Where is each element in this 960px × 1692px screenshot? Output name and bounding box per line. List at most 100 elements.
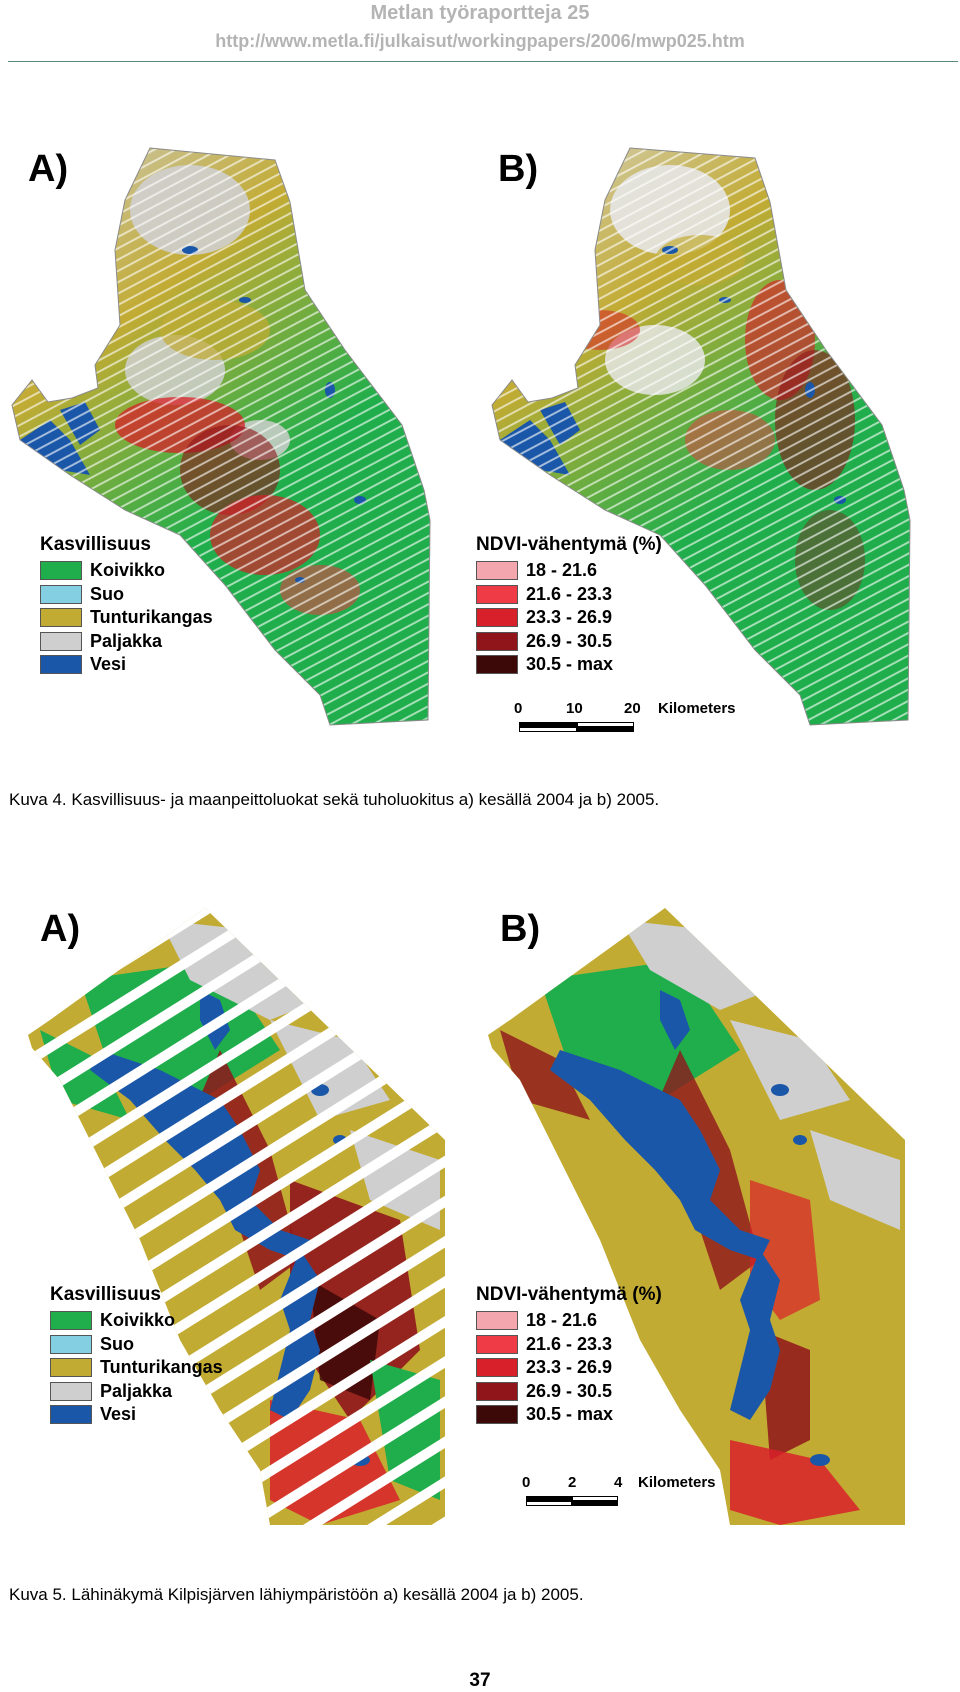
- legend-swatch: [476, 608, 518, 628]
- legend-label: 26.9 - 30.5: [526, 1380, 613, 1401]
- legend-label: Tunturikangas: [100, 1357, 223, 1378]
- legend-swatch: [476, 561, 518, 581]
- legend-swatch: [476, 584, 518, 604]
- legend-label: 23.3 - 26.9: [526, 1357, 613, 1378]
- legend-label: Suo: [90, 583, 124, 604]
- legend-label: 18 - 21.6: [526, 560, 598, 581]
- scale-tick-label: 0: [522, 1474, 531, 1491]
- legend-swatch: [476, 631, 518, 651]
- legend-swatch: [50, 1334, 92, 1354]
- legend-swatch: [50, 1311, 92, 1331]
- legend-swatch: [50, 1358, 92, 1378]
- legend-label: Koivikko: [100, 1310, 176, 1331]
- legend-item-ndvi-5: 30.5 - max: [476, 653, 662, 677]
- legend-swatch: [476, 1405, 518, 1425]
- legend-swatch: [50, 1405, 92, 1425]
- scale-tick-label: 10: [566, 700, 583, 717]
- scale-tick-label: 4: [614, 1474, 623, 1491]
- scale-tick-label: 0: [514, 700, 523, 717]
- legend-item-ndvi-2: 21.6 - 23.3: [476, 583, 662, 607]
- scale-tick-label: 20: [624, 700, 641, 717]
- legend-item-vesi: Vesi: [40, 653, 213, 677]
- legend-title: Kasvillisuus: [40, 534, 151, 555]
- legend-swatch: [476, 655, 518, 675]
- scale-segment-empty: [526, 1501, 572, 1506]
- legend-label: Koivikko: [90, 560, 166, 581]
- scale-unit: Kilometers: [658, 700, 736, 717]
- legend-label: 30.5 - max: [526, 1404, 614, 1425]
- figure5-caption: Kuva 5. Lähinäkymä Kilpisjärven lähiympä…: [9, 1585, 584, 1604]
- legend-item-suo: Suo: [40, 583, 213, 607]
- page-number: 37: [469, 1670, 491, 1691]
- scale-segment-empty: [577, 722, 634, 727]
- fig4-vegetation-map-2004: [11, 147, 431, 726]
- legend-item-paljakka: Paljakka: [50, 1380, 223, 1404]
- legend-label: Paljakka: [100, 1380, 173, 1401]
- legend-swatch: [476, 1334, 518, 1354]
- scale-unit: Kilometers: [638, 1474, 716, 1491]
- legend-label: 18 - 21.6: [526, 1310, 598, 1331]
- scale-segment-filled: [572, 1501, 618, 1506]
- legend-swatch: [40, 655, 82, 675]
- legend-item-paljakka: Paljakka: [40, 630, 213, 654]
- legend-swatch: [50, 1381, 92, 1401]
- fig5-panel-a-label: A): [40, 908, 81, 950]
- report-series-title: Metlan työraportteja 25: [370, 2, 590, 24]
- legend-item-ndvi-2: 21.6 - 23.3: [476, 1333, 662, 1357]
- scale-tick-label: 2: [568, 1474, 577, 1491]
- legend-swatch: [40, 631, 82, 651]
- header-divider: [8, 61, 958, 62]
- legend-swatch: [476, 1311, 518, 1331]
- legend-item-suo: Suo: [50, 1333, 223, 1357]
- legend-item-ndvi-1: 18 - 21.6: [476, 1309, 662, 1333]
- fig4-scale-bar: 0 10 20 Kilometers: [510, 700, 770, 740]
- legend-item-ndvi-3: 23.3 - 26.9: [476, 606, 662, 630]
- fig5-ndvi-damage-map-2005: [488, 908, 905, 1525]
- legend-label: 26.9 - 30.5: [526, 630, 613, 651]
- fig5-vegetation-legend: Kasvillisuus Koivikko Suo Tunturikangas …: [50, 1284, 223, 1427]
- fig4-ndvi-damage-map-2005: [491, 147, 911, 726]
- legend-title: Kasvillisuus: [50, 1284, 161, 1305]
- legend-item-koivikko: Koivikko: [40, 559, 213, 583]
- fig4-panel-a-label: A): [28, 148, 69, 190]
- legend-item-vesi: Vesi: [50, 1403, 223, 1427]
- legend-item-tunturikangas: Tunturikangas: [50, 1356, 223, 1380]
- legend-item-ndvi-5: 30.5 - max: [476, 1403, 662, 1427]
- legend-swatch: [40, 608, 82, 628]
- scale-segment-empty: [519, 727, 577, 732]
- fig5-vegetation-map-2004: [28, 908, 445, 1525]
- fig5-ndvi-legend: NDVI-vähentymä (%) 18 - 21.6 21.6 - 23.3…: [476, 1284, 662, 1427]
- legend-label: 30.5 - max: [526, 654, 614, 675]
- legend-label: Tunturikangas: [90, 607, 213, 628]
- legend-item-koivikko: Koivikko: [50, 1309, 223, 1333]
- legend-item-ndvi-3: 23.3 - 26.9: [476, 1356, 662, 1380]
- fig5-scale-bar: 0 2 4 Kilometers: [520, 1474, 760, 1514]
- fig4-ndvi-legend: NDVI-vähentymä (%) 18 - 21.6 21.6 - 23.3…: [476, 534, 662, 677]
- legend-swatch: [476, 1381, 518, 1401]
- legend-label: Vesi: [100, 1404, 137, 1425]
- legend-swatch: [40, 584, 82, 604]
- legend-title: NDVI-vähentymä (%): [476, 534, 662, 555]
- fig4-panel-b-label: B): [498, 148, 539, 190]
- legend-item-ndvi-1: 18 - 21.6: [476, 559, 662, 583]
- fig4-vegetation-legend: Kasvillisuus Koivikko Suo Tunturikangas …: [40, 534, 213, 677]
- fig5-panel-b-label: B): [500, 908, 541, 950]
- legend-label: 23.3 - 26.9: [526, 607, 613, 628]
- legend-title: NDVI-vähentymä (%): [476, 1284, 662, 1305]
- legend-label: Paljakka: [90, 630, 163, 651]
- scale-segment-filled: [526, 1496, 572, 1501]
- scale-segment-filled: [577, 727, 634, 732]
- legend-label: Suo: [100, 1333, 134, 1354]
- legend-item-ndvi-4: 26.9 - 30.5: [476, 630, 662, 654]
- scale-segment-filled: [519, 722, 577, 727]
- legend-swatch: [476, 1358, 518, 1378]
- legend-label: Vesi: [90, 654, 127, 675]
- legend-item-ndvi-4: 26.9 - 30.5: [476, 1380, 662, 1404]
- legend-label: 21.6 - 23.3: [526, 1333, 613, 1354]
- scale-segment-empty: [572, 1496, 618, 1501]
- legend-item-tunturikangas: Tunturikangas: [40, 606, 213, 630]
- legend-swatch: [40, 561, 82, 581]
- report-url[interactable]: http://www.metla.fi/julkaisut/workingpap…: [215, 31, 745, 51]
- figure4-caption: Kuva 4. Kasvillisuus- ja maanpeittoluoka…: [9, 790, 660, 809]
- legend-label: 21.6 - 23.3: [526, 583, 613, 604]
